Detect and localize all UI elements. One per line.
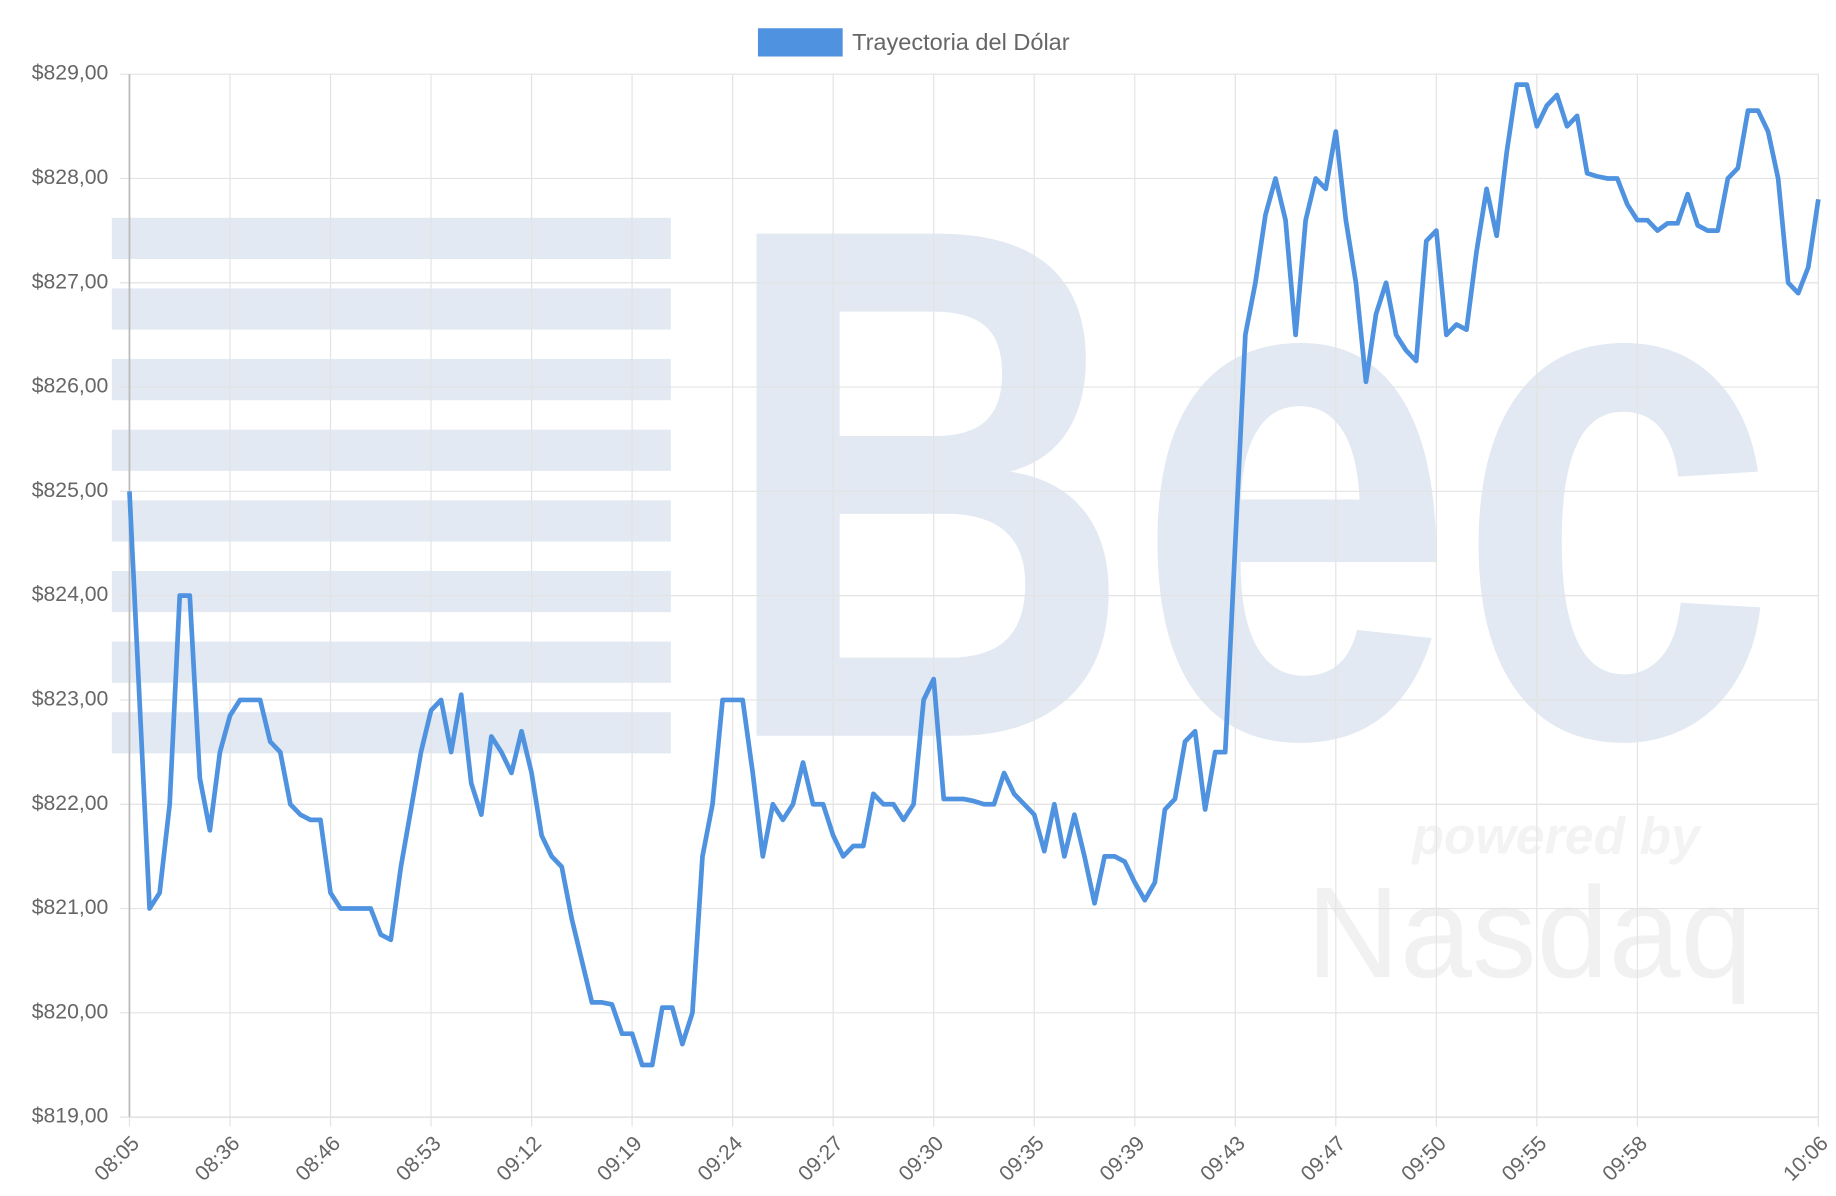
y-tick-label: $824,00 — [32, 583, 109, 606]
y-tick-label: $822,00 — [32, 792, 109, 815]
x-tick-label: 08:36 — [191, 1132, 245, 1186]
watermark-brand: Nasdaq — [1306, 861, 1752, 1005]
watermark-logo: Bec — [718, 75, 1777, 891]
x-tick-label: 09:47 — [1297, 1132, 1351, 1186]
legend: Trayectoria del Dólar — [757, 28, 1070, 57]
y-tick-label: $825,00 — [32, 479, 109, 502]
watermark: Bec powered by Nasdaq — [111, 75, 1777, 1005]
x-tick-label: 09:12 — [492, 1132, 546, 1186]
x-tick-label: 09:43 — [1196, 1132, 1250, 1186]
x-tick-label: 09:55 — [1498, 1132, 1552, 1186]
y-tick-label: $826,00 — [32, 375, 109, 398]
x-tick-label: 08:53 — [392, 1132, 446, 1186]
x-tick-label: 08:46 — [291, 1132, 345, 1186]
watermark-stripe — [111, 712, 671, 754]
y-tick-label: $820,00 — [32, 1000, 109, 1023]
x-tick-label: 09:35 — [995, 1132, 1049, 1186]
x-tick-label: 10:06 — [1779, 1132, 1833, 1186]
watermark-tagline: powered by — [1410, 806, 1702, 864]
watermark-stripe — [111, 429, 671, 471]
legend-swatch[interactable] — [757, 28, 843, 57]
watermark-stripe — [111, 641, 671, 683]
watermark-stripe — [111, 359, 671, 401]
watermark-stripe — [111, 217, 671, 259]
x-tick-label: 08:05 — [90, 1132, 144, 1186]
y-tick-label: $821,00 — [32, 896, 109, 919]
x-tick-label: 09:30 — [895, 1132, 949, 1186]
y-tick-label: $823,00 — [32, 688, 109, 711]
x-tick-label: 09:50 — [1397, 1132, 1451, 1186]
y-tick-label: $828,00 — [32, 166, 109, 189]
watermark-stripe — [111, 570, 671, 613]
x-tick-label: 09:24 — [693, 1132, 747, 1186]
x-tick-label: 09:39 — [1096, 1132, 1150, 1186]
y-tick-label: $819,00 — [32, 1105, 109, 1128]
watermark-stripe — [111, 288, 671, 330]
x-tick-label: 09:27 — [794, 1132, 848, 1186]
watermark-stripe — [111, 500, 671, 542]
x-tick-label: 09:19 — [593, 1132, 647, 1186]
y-tick-label: $827,00 — [32, 270, 109, 293]
y-tick-label: $829,00 — [32, 62, 109, 85]
line-series — [127, 82, 1821, 1068]
legend-label[interactable]: Trayectoria del Dólar — [852, 29, 1070, 55]
x-tick-label: 09:58 — [1598, 1132, 1652, 1186]
